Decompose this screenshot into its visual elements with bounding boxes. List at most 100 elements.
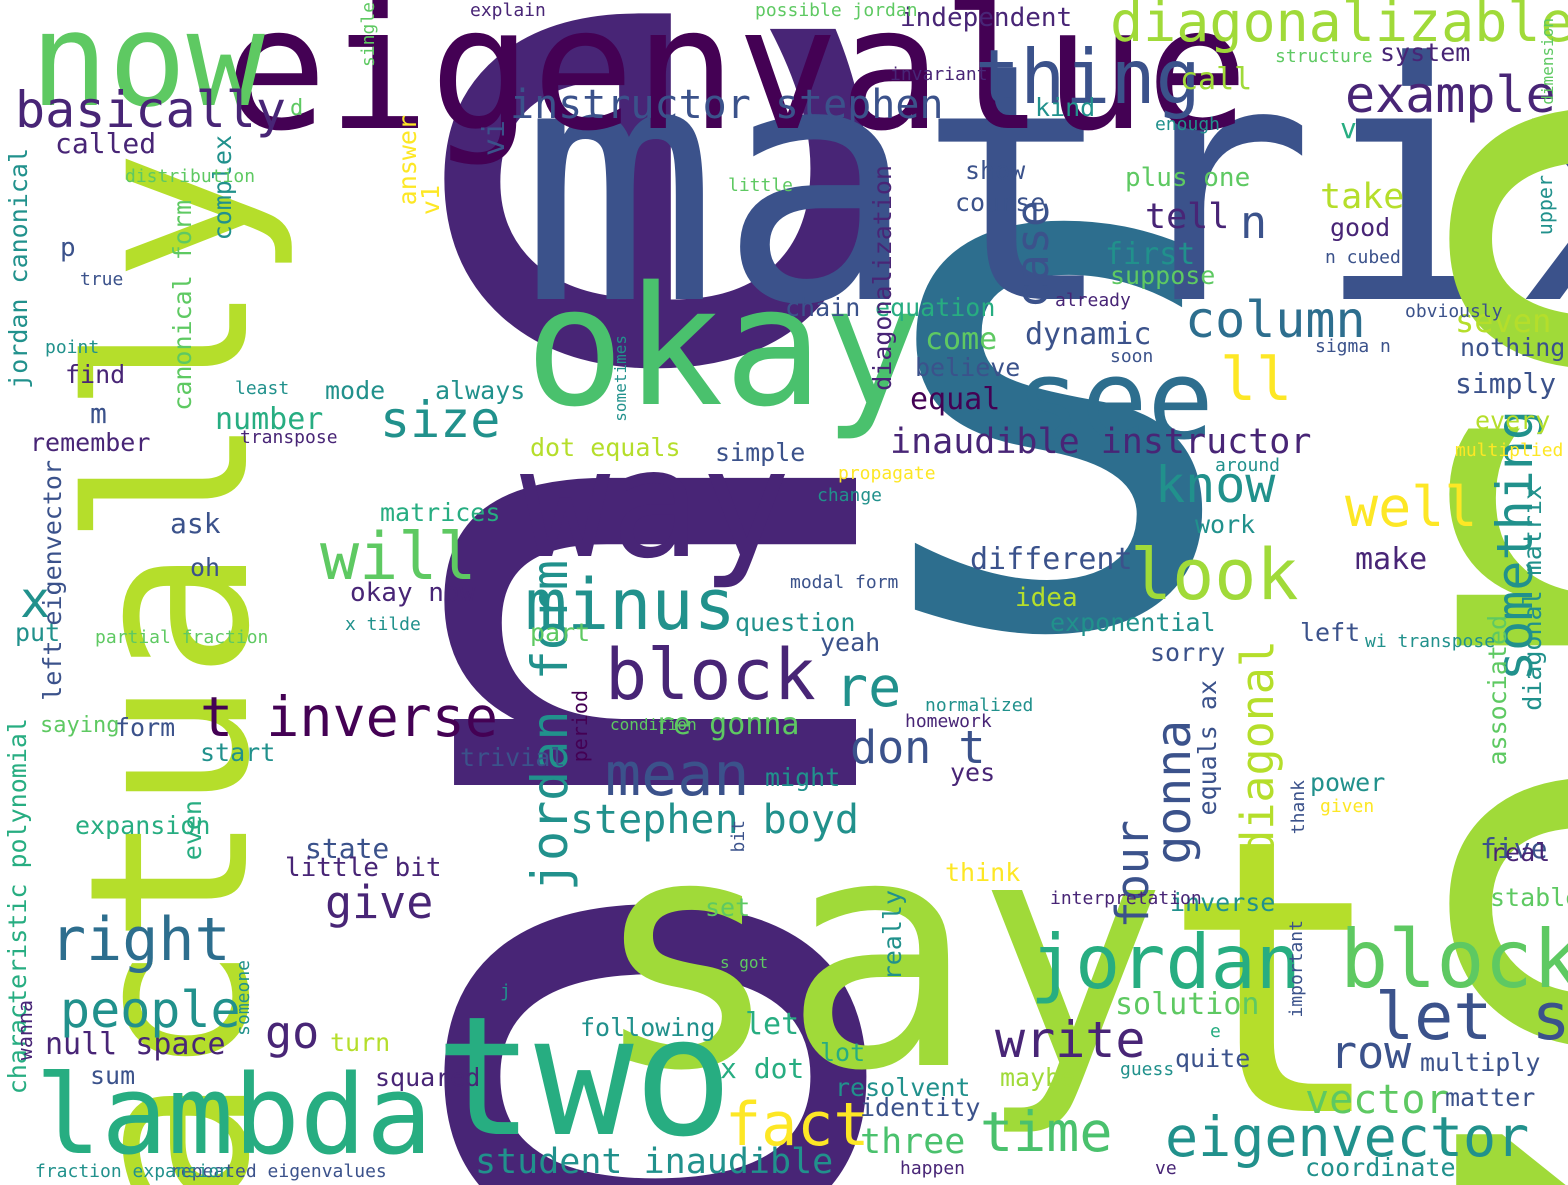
cloud-word: look [1130, 534, 1299, 616]
cloud-word: t [1160, 758, 1389, 1185]
cloud-word: propagate [838, 463, 936, 484]
cloud-word: diagonal [1231, 640, 1284, 857]
cloud-word: people [60, 981, 241, 1039]
cloud-word: saying [40, 713, 120, 738]
cloud-word: call [1180, 62, 1253, 97]
cloud-word: diagonalizable [1110, 0, 1568, 54]
cloud-word: multiplied [1455, 440, 1564, 461]
cloud-word: two [435, 981, 734, 1173]
cloud-word: ll [1220, 345, 1293, 415]
cloud-word: coordinate [1305, 1153, 1456, 1182]
cloud-word: given [1320, 796, 1375, 817]
cloud-word: sorry [1150, 638, 1226, 667]
cloud-word: don t [850, 721, 986, 774]
cloud-word: example [1345, 66, 1556, 124]
cloud-word: time [980, 1100, 1113, 1164]
cloud-word: simple [715, 438, 806, 467]
cloud-word: t inverse [200, 685, 499, 749]
cloud-word: eigenvalue [225, 0, 1249, 169]
cloud-word: see [1015, 336, 1214, 464]
cloud-word: dot equals [530, 433, 681, 462]
cloud-word: soon [1110, 346, 1154, 367]
cloud-word: complex [208, 135, 237, 241]
cloud-word: thank [1288, 780, 1309, 835]
cloud-word: matrix [520, 0, 1568, 377]
cloud-word: identity [860, 1093, 981, 1122]
cloud-word: well [1345, 475, 1478, 539]
cloud-word: exponential [1050, 608, 1216, 637]
cloud-word: five [1480, 832, 1548, 865]
cloud-word: change [817, 485, 883, 506]
cloud-word: m [90, 397, 107, 430]
cloud-word: course [955, 188, 1046, 217]
cloud-word: period [568, 690, 592, 763]
cloud-word: re gonna [655, 707, 800, 742]
cloud-word: invariant [890, 64, 988, 85]
cloud-word: row [1330, 1026, 1412, 1079]
cloud-word: enough [1155, 114, 1221, 135]
cloud-word: always [435, 376, 526, 405]
cloud-word: n [1240, 196, 1268, 249]
cloud-word: resolvent [835, 1073, 971, 1102]
cloud-word: say [590, 769, 1168, 1141]
cloud-word: real [1490, 838, 1551, 867]
cloud-word: true [80, 269, 124, 290]
cloud-word: think [945, 858, 1021, 887]
cloud-word: structure [1275, 46, 1373, 67]
cloud-word: remember [30, 428, 151, 457]
cloud-word: s [840, 0, 1274, 794]
cloud-word: someone [233, 960, 254, 1036]
cloud-word: ask [170, 507, 221, 540]
cloud-word: mode [325, 376, 386, 405]
cloud-word: e [1210, 1021, 1221, 1042]
cloud-word: vector [1305, 1077, 1450, 1123]
cloud-word: size [380, 391, 501, 449]
cloud-word: little [728, 175, 794, 196]
cloud-word: power [1310, 768, 1386, 797]
cloud-word: equation [875, 293, 996, 322]
cloud-word: block [605, 634, 816, 716]
cloud-word: upper [1533, 175, 1557, 236]
cloud-word: vi [477, 120, 512, 157]
cloud-word: possible jordan [755, 0, 918, 21]
cloud-word: homework [905, 711, 992, 732]
cloud-word: way [520, 418, 791, 592]
cloud-word: guess [1120, 1059, 1175, 1080]
cloud-word: already [1055, 290, 1131, 311]
cloud-word: minus [525, 564, 736, 646]
cloud-word: solution [1115, 987, 1260, 1022]
cloud-word: happen [900, 1158, 966, 1179]
cloud-word: canonical form [168, 200, 197, 411]
cloud-word: little bit [285, 853, 442, 883]
cloud-word: d [290, 96, 304, 121]
cloud-word: state [305, 832, 390, 865]
cloud-word: nothing [1460, 333, 1566, 362]
cloud-word: left eigenvector [38, 460, 67, 701]
cloud-word: x dot [720, 1052, 805, 1085]
cloud-word: point [45, 337, 100, 358]
cloud-word: thing [975, 33, 1201, 121]
cloud-word: let [745, 1007, 800, 1042]
cloud-word: null space [45, 1027, 226, 1062]
cloud-word: distribution [125, 166, 256, 187]
cloud-word: ve [1155, 1158, 1177, 1179]
cloud-word: eigenvector [1165, 1105, 1530, 1169]
cloud-word: work [1195, 510, 1256, 539]
cloud-word: seven [1455, 302, 1552, 340]
cloud-word: even [178, 800, 207, 861]
cloud-word: let s [1375, 980, 1568, 1055]
cloud-word: single [358, 2, 379, 68]
cloud-word: equals ax [1193, 680, 1222, 816]
cloud-word: partial fraction [95, 627, 269, 648]
cloud-word: sometimes [611, 335, 630, 422]
cloud-word: kind [1035, 93, 1096, 122]
cloud-word: bit [728, 820, 749, 853]
cloud-word: wanna [13, 1000, 37, 1061]
cloud-word: student inaudible [475, 1142, 834, 1182]
cloud-word: least [235, 378, 290, 399]
cloud-word: set [705, 893, 751, 922]
cloud-word: will [320, 520, 477, 595]
cloud-word: jordan canonical [4, 148, 33, 389]
cloud-word: simply [1455, 367, 1557, 400]
cloud-word: matter [1445, 1083, 1536, 1112]
